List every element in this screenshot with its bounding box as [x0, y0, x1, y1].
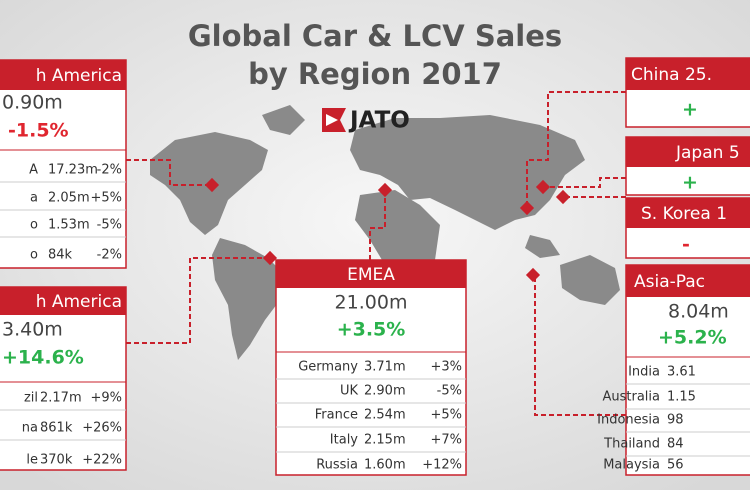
- table-cell: 2.05m: [48, 191, 90, 206]
- table-cell: le: [26, 453, 38, 468]
- table-cell: 98: [667, 413, 684, 428]
- table-cell: -5%: [97, 218, 122, 233]
- table-cell: France: [315, 408, 358, 423]
- table-cell: India: [628, 365, 660, 380]
- table-cell: 2.54m: [364, 408, 406, 423]
- table-cell: Italy: [330, 433, 359, 448]
- panel-header: [626, 265, 750, 297]
- table-cell: Malaysia: [603, 458, 660, 473]
- table-cell: 370k: [40, 453, 73, 468]
- table-cell: -2%: [97, 163, 122, 178]
- table-cell: 1.15: [667, 390, 696, 405]
- table-cell: 1.53m: [48, 218, 90, 233]
- table-cell: 3.61: [667, 365, 696, 380]
- panel-header: [0, 60, 126, 90]
- table-cell: 861k: [40, 421, 73, 436]
- panel: [625, 264, 750, 476]
- panel-total: 8.04m: [668, 301, 729, 323]
- panel-total: 0.90m: [2, 92, 63, 114]
- table-cell: 56: [667, 458, 684, 473]
- table-cell: 2.17m: [40, 391, 82, 406]
- table-cell: 84k: [48, 248, 73, 263]
- panel-title: China 25.: [631, 65, 712, 85]
- table-cell: zil: [24, 391, 38, 406]
- table-cell: Germany: [298, 360, 358, 375]
- panel-header: [626, 198, 750, 228]
- panel-header: [0, 287, 126, 315]
- table-cell: 2.15m: [364, 433, 406, 448]
- table-cell: 1.60m: [364, 458, 406, 473]
- panel-total: 3.40m: [2, 319, 63, 341]
- table-cell: 3.71m: [364, 360, 406, 375]
- logo-arrow: [326, 114, 338, 126]
- table-cell: Thailand: [603, 437, 660, 452]
- table-cell: 2.90m: [364, 384, 406, 399]
- panel-change: +: [682, 172, 698, 194]
- table-cell: o: [30, 248, 38, 263]
- table-cell: na: [22, 421, 38, 436]
- panel-change: -: [682, 234, 690, 256]
- connectors: [126, 91, 626, 416]
- panel-title: S. Korea 1: [641, 204, 727, 224]
- panel-total: 21.00m: [335, 292, 408, 314]
- table-cell: +5%: [90, 191, 122, 206]
- table-cell: Australia: [602, 390, 660, 405]
- panel-title: h America: [36, 66, 122, 86]
- panel-change: +3.5%: [337, 319, 406, 341]
- panel-change: +14.6%: [2, 347, 84, 369]
- table-cell: +22%: [82, 453, 122, 468]
- panel-title: Asia-Pac: [634, 272, 705, 292]
- title-line: Global Car & LCV Sales: [188, 19, 562, 53]
- table-cell: +12%: [422, 458, 462, 473]
- table-cell: Indonesia: [597, 413, 660, 428]
- panel-header: [276, 260, 466, 288]
- table-cell: -5%: [437, 384, 462, 399]
- table-cell: o: [30, 218, 38, 233]
- panel-title: Japan 5: [675, 143, 740, 163]
- table-cell: 84: [667, 437, 684, 452]
- title-line: by Region 2017: [248, 57, 502, 91]
- panel-title: h America: [36, 292, 122, 312]
- table-cell: +5%: [430, 408, 462, 423]
- panel-header: [626, 58, 750, 90]
- table-cell: +3%: [430, 360, 462, 375]
- panel-change: +: [682, 99, 698, 121]
- table-cell: +26%: [82, 421, 122, 436]
- table-cell: +9%: [90, 391, 122, 406]
- panel-header: [626, 137, 750, 167]
- table-cell: Russia: [316, 458, 358, 473]
- table-cell: a: [30, 191, 38, 206]
- table-cell: UK: [340, 384, 359, 399]
- table-cell: A: [29, 163, 38, 178]
- table-cell: +7%: [430, 433, 462, 448]
- panel-change: +5.2%: [658, 327, 727, 349]
- table-cell: -2%: [97, 248, 122, 263]
- panel-change: -1.5%: [8, 120, 69, 142]
- panel-title: EMEA: [347, 265, 395, 285]
- panel: [0, 59, 127, 269]
- table-cell: 17.23m: [48, 163, 98, 178]
- logo: JATO: [348, 108, 410, 134]
